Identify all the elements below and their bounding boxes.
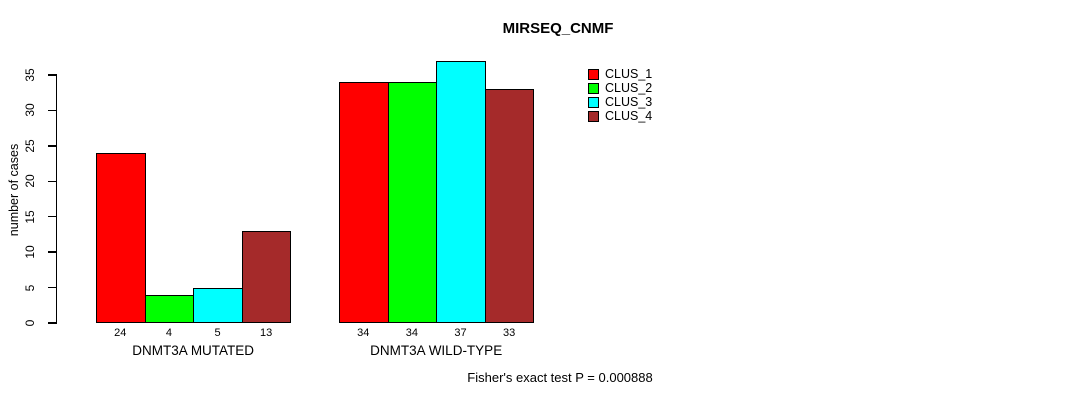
bar-clus_1-group0	[96, 152, 146, 323]
y-axis-line	[55, 74, 57, 324]
y-axis-tick-label: 35	[23, 68, 37, 82]
y-axis-tick-label: 20	[23, 174, 37, 188]
bar-value-label: 4	[165, 327, 172, 339]
x-category-label: DNMT3A WILD-TYPE	[370, 343, 503, 358]
legend-label: CLUS_2	[605, 80, 653, 95]
y-axis-tick	[47, 215, 56, 218]
y-axis-tick-label: 5	[23, 284, 37, 291]
bar-clus_4-group0	[241, 230, 292, 323]
legend-item: CLUS_1	[588, 67, 652, 81]
bar-clus_1-group1	[339, 82, 389, 323]
y-axis-tick-label: 30	[23, 103, 37, 118]
bar-value-label: 24	[114, 327, 127, 339]
legend-label: CLUS_1	[605, 66, 653, 81]
y-axis-tick	[47, 109, 56, 112]
x-category-label: DNMT3A MUTATED	[132, 343, 255, 358]
y-axis-tick	[47, 180, 56, 183]
legend-label: CLUS_4	[605, 108, 653, 123]
bar-clus_2-group0	[144, 294, 195, 323]
bar-value-label: 34	[357, 327, 370, 339]
bar-clus_2-group1	[387, 82, 438, 323]
fisher-test-annotation: Fisher's exact test P = 0.000888	[467, 370, 653, 385]
y-axis-tick	[47, 322, 56, 324]
bar-value-label: 37	[454, 327, 467, 339]
legend-item: CLUS_2	[588, 81, 652, 95]
legend-item: CLUS_3	[588, 95, 652, 109]
bar-value-label: 13	[259, 327, 273, 339]
bar-clus_4-group1	[484, 89, 535, 323]
bar-value-label: 5	[214, 327, 221, 339]
y-axis-tick-label: 0	[23, 319, 37, 327]
y-axis-tick	[47, 286, 56, 289]
bar-clus_3-group0	[193, 287, 243, 323]
y-axis-tick	[47, 251, 56, 253]
bar-value-label: 34	[405, 327, 419, 339]
legend-swatch-clus_3	[588, 96, 599, 108]
y-axis-tick-label: 10	[23, 245, 37, 259]
bar-clus_3-group1	[436, 60, 486, 323]
y-axis-tick	[47, 145, 56, 147]
y-axis-tick-label: 25	[23, 139, 37, 153]
legend-swatch-clus_2	[588, 82, 599, 94]
legend-item: CLUS_4	[588, 109, 652, 123]
legend-swatch-clus_4	[588, 110, 599, 122]
legend-swatch-clus_1	[588, 68, 599, 80]
bar-value-label: 33	[502, 327, 516, 339]
chart-title: MIRSEQ_CNMF	[502, 20, 614, 37]
y-axis-tick	[47, 74, 56, 76]
y-axis-tick-label: 15	[23, 210, 37, 224]
legend-label: CLUS_3	[605, 94, 653, 109]
